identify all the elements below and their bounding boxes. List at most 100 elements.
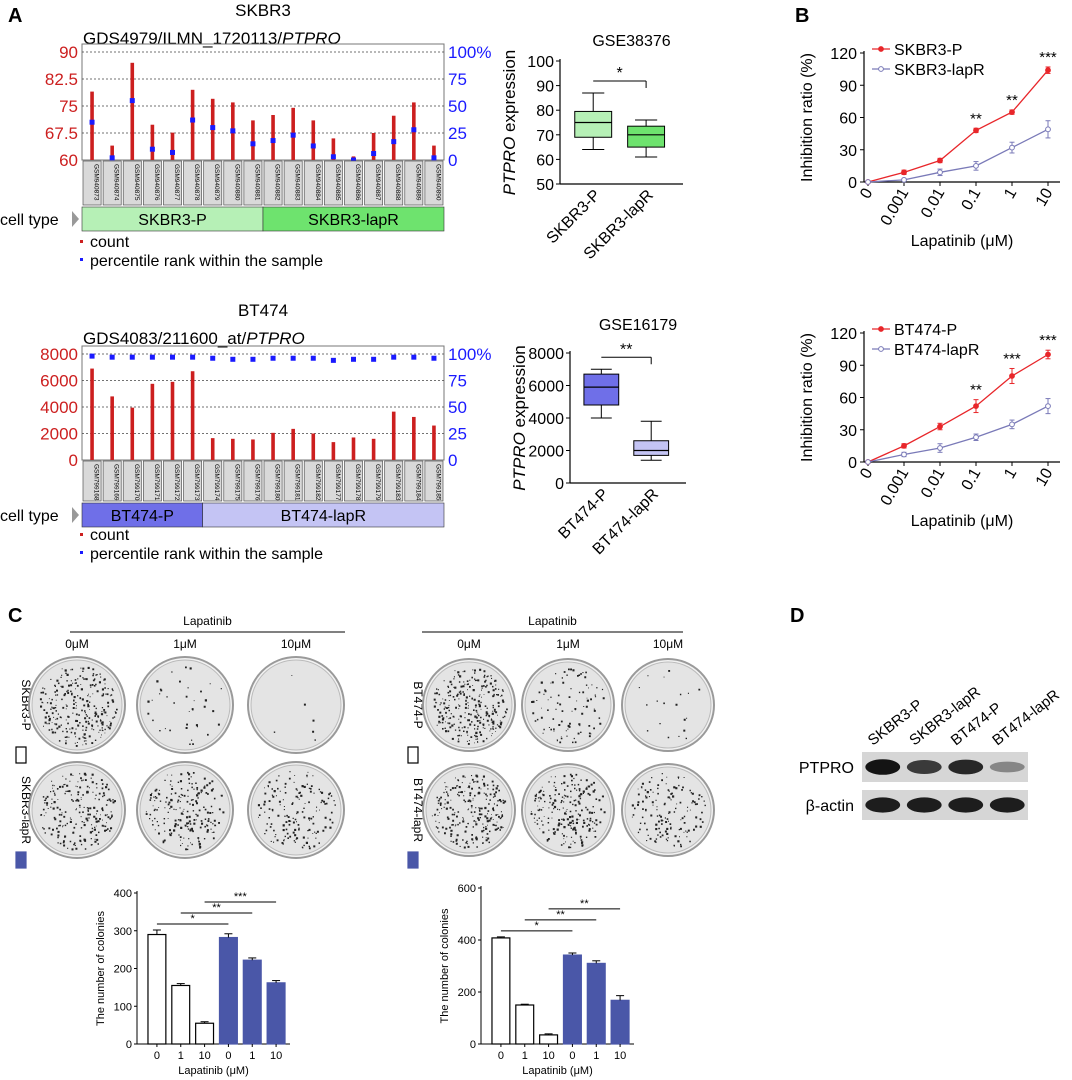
data-point — [1009, 144, 1015, 151]
x-tick-label: 10 — [198, 1050, 210, 1062]
percentile-marker — [129, 98, 135, 104]
data-point — [865, 179, 871, 185]
sample-cell — [102, 160, 122, 206]
percentile-marker — [310, 143, 316, 149]
x-tick-label: 0.001 — [878, 465, 913, 508]
percentile-marker — [230, 128, 236, 134]
row-color-swatch — [407, 851, 419, 869]
sample-cell — [163, 160, 182, 206]
sample-label: GSM940876 — [153, 164, 160, 201]
right-tick-label: 50 — [448, 97, 467, 116]
percentile-marker — [89, 353, 95, 359]
plates-title: Lapatinib — [528, 614, 577, 628]
bar — [195, 1022, 215, 1045]
sample-cell — [183, 460, 203, 502]
significance-marker: ** — [620, 341, 632, 358]
sample-cell — [203, 460, 223, 502]
percentile-marker — [371, 151, 377, 157]
x-axis-label: Lapatinib (μM) — [911, 233, 1014, 250]
sample-cell — [283, 460, 303, 502]
colonies — [631, 773, 706, 848]
group-label: SKBR3-P — [138, 212, 206, 229]
y-tick-label: 120 — [830, 46, 857, 63]
skbr3-gds-chart: SKBR3 GDS4979/ILMN_1720113/PTPRO 90 82.5 75 6… — [0, 1, 491, 270]
bar — [610, 999, 630, 1045]
sample-label: GSM799180 — [274, 464, 281, 501]
significance-marker: ** — [580, 898, 589, 910]
legend-marker — [878, 66, 884, 72]
sample-label: GSM940873 — [93, 164, 100, 201]
y-tick-label: 300 — [114, 926, 132, 938]
y-axis-label: PTPRO expression — [510, 345, 529, 491]
skbr3-colony-plates: Lapatinib 0μM 1μM 10μM SKBR3-P SKBR3-lapR — [15, 614, 345, 869]
x-tick-label: 1 — [593, 1050, 599, 1062]
box — [574, 110, 613, 138]
plot-frame — [81, 345, 445, 461]
count-bar — [311, 120, 316, 160]
x-tick-label: 1 — [522, 1050, 528, 1062]
count-bar — [190, 371, 195, 460]
percentile-marker — [270, 355, 276, 361]
right-tick-label: 25 — [448, 425, 467, 444]
percentile-marker — [170, 149, 175, 155]
y-tick-label: 80 — [536, 103, 554, 120]
y-tick-label: 90 — [536, 79, 554, 96]
count-bar — [412, 416, 416, 460]
sample-cell — [424, 160, 444, 206]
left-tick-label: 90 — [59, 43, 78, 62]
dose-label: 0μM — [457, 637, 481, 651]
y-tick-label: 100 — [114, 1001, 132, 1013]
sample-label: GSM940878 — [193, 164, 200, 201]
series-line — [867, 69, 1049, 183]
count-bar — [90, 368, 94, 460]
x-tick-label: 0.01 — [918, 465, 948, 501]
count-bar — [150, 383, 155, 460]
dose-label: 0μM — [65, 637, 89, 651]
row-label: SKBR3-lapR — [19, 776, 33, 844]
sample-cell — [384, 160, 404, 206]
y-tick-label: 50 — [536, 177, 554, 194]
series-line — [867, 128, 1049, 183]
sample-cell — [82, 460, 102, 502]
group-label: BT474-lapR — [281, 508, 366, 525]
count-bar — [231, 438, 235, 460]
count-bar — [190, 89, 195, 160]
petri-dish-inner — [250, 659, 342, 751]
sample-cell — [203, 160, 223, 206]
sample-label: GSM940884 — [314, 164, 321, 201]
plot-frame — [81, 43, 445, 161]
data-point — [973, 403, 979, 410]
sample-cell — [404, 160, 424, 206]
left-tick-label: 0 — [69, 451, 78, 470]
bar — [147, 933, 167, 1045]
bt474-gds-chart: BT474 GDS4083/211600_at/PTPRO 8000 6000 4000… — [0, 301, 491, 563]
count-bar — [251, 439, 255, 460]
left-tick-label: 2000 — [40, 425, 78, 444]
legend-marker — [878, 326, 884, 332]
sample-label: GSM799185 — [434, 464, 441, 501]
sample-label: GSM940888 — [394, 164, 401, 201]
petri-dish-inner — [624, 661, 712, 749]
bar — [515, 1004, 535, 1045]
sample-cell — [364, 460, 384, 502]
y-axis-label: Inhibition ratio (%) — [799, 333, 816, 462]
x-tick-label: 0.01 — [918, 185, 948, 221]
x-tick-label: 1 — [1001, 185, 1020, 201]
percentile-marker — [411, 127, 417, 133]
sample-cell — [223, 460, 243, 502]
sample-label: GSM799169 — [113, 464, 120, 501]
significance-marker: * — [191, 913, 196, 925]
y-axis-label: PTPRO expression — [500, 50, 519, 196]
cell-type-arrow — [72, 211, 79, 227]
sample-label: GSM799178 — [354, 464, 361, 501]
percentile-marker — [170, 354, 175, 360]
percentile-marker — [210, 125, 216, 131]
count-bar — [271, 432, 275, 460]
count-bar — [150, 124, 155, 160]
significance-marker: ** — [556, 909, 565, 921]
x-tick-label: 1 — [178, 1050, 184, 1062]
sample-cell — [122, 160, 142, 206]
sample-cell — [223, 160, 243, 206]
